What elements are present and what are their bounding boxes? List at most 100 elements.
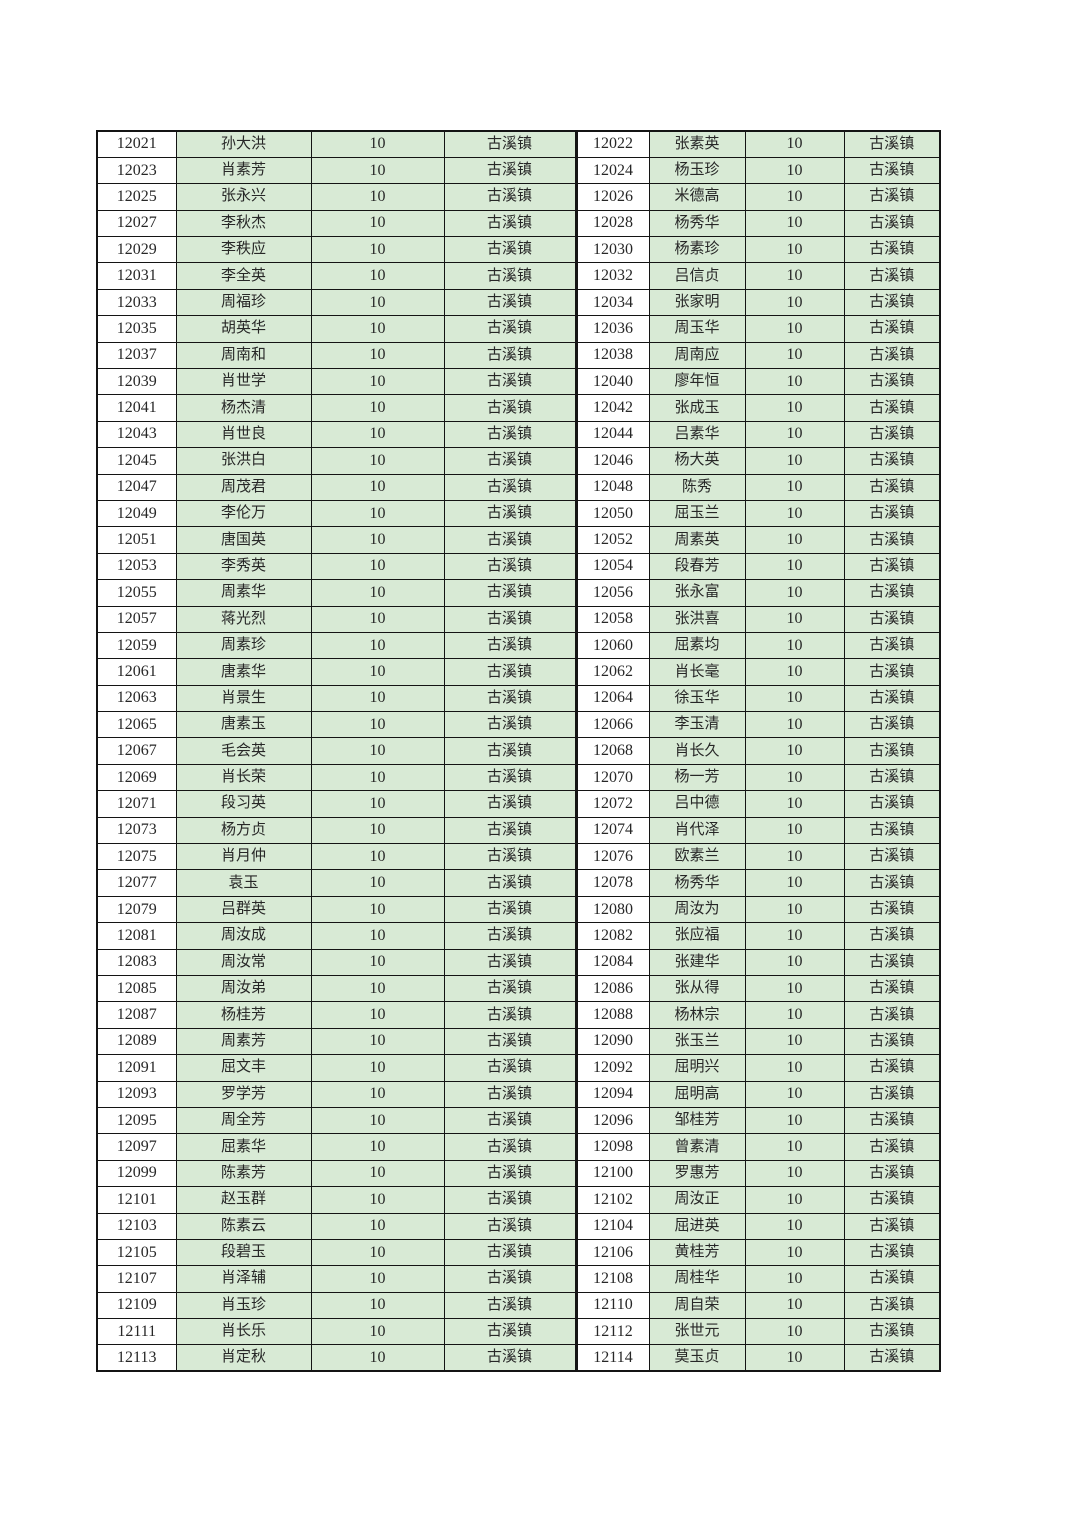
value-cell: 10 — [310, 552, 445, 581]
town-cell: 古溪镇 — [843, 315, 941, 343]
value-cell: 10 — [744, 711, 845, 739]
town-cell: 古溪镇 — [443, 895, 577, 924]
id-cell: 12041 — [96, 394, 177, 422]
table-row: 12107 肖泽辅 10 古溪镇 12108 周桂华 10 古溪镇 — [96, 1265, 941, 1293]
table-row: 12035 胡英华 10 古溪镇 12036 周玉华 10 古溪镇 — [96, 315, 941, 343]
town-cell: 古溪镇 — [843, 130, 941, 158]
id-cell: 12076 — [574, 843, 650, 871]
roster-body: 12021 孙大洪 10 古溪镇 12022 张素英 10 古溪镇 12023 肖素芳 10 古溪镇 1… — [96, 130, 941, 1372]
name-cell: 胡英华 — [175, 315, 312, 343]
name-cell: 肖长毫 — [648, 658, 746, 686]
name-cell: 周玉华 — [648, 315, 746, 343]
value-cell: 10 — [310, 1344, 445, 1372]
value-cell: 10 — [310, 1318, 445, 1346]
value-cell: 10 — [310, 737, 445, 765]
town-cell: 古溪镇 — [443, 156, 577, 185]
name-cell: 周南和 — [175, 341, 312, 370]
table-row: 12091 屈文丰 10 古溪镇 12092 屈明兴 10 古溪镇 — [96, 1054, 941, 1082]
town-cell: 古溪镇 — [443, 843, 577, 871]
value-cell: 10 — [310, 420, 445, 449]
table-row: 12067 毛会英 10 古溪镇 12068 肖长久 10 古溪镇 — [96, 737, 941, 765]
table-row: 12097 屈素华 10 古溪镇 12098 曾素清 10 古溪镇 — [96, 1133, 941, 1161]
name-cell: 张永富 — [648, 579, 746, 607]
name-cell: 肖长荣 — [175, 763, 312, 792]
name-cell: 李伦万 — [175, 499, 312, 528]
value-cell: 10 — [744, 869, 845, 897]
town-cell: 古溪镇 — [843, 869, 941, 897]
id-cell: 12094 — [574, 1080, 650, 1108]
town-cell: 古溪镇 — [443, 869, 577, 897]
town-cell: 古溪镇 — [843, 737, 941, 765]
town-cell: 古溪镇 — [443, 684, 577, 713]
id-cell: 12067 — [96, 737, 177, 765]
value-cell: 10 — [310, 1133, 445, 1161]
name-cell: 肖长久 — [648, 737, 746, 765]
name-cell: 李全英 — [175, 262, 312, 290]
table-row: 12025 张永兴 10 古溪镇 12026 米德高 10 古溪镇 — [96, 183, 941, 211]
table-row: 12089 周素芳 10 古溪镇 12090 张玉兰 10 古溪镇 — [96, 1027, 941, 1056]
value-cell: 10 — [310, 895, 445, 924]
value-cell: 10 — [744, 763, 845, 792]
id-cell: 12109 — [96, 1291, 177, 1320]
name-cell: 周全芳 — [175, 1106, 312, 1135]
id-cell: 12074 — [574, 816, 650, 845]
town-cell: 古溪镇 — [843, 526, 941, 554]
value-cell: 10 — [744, 1186, 845, 1214]
town-cell: 古溪镇 — [443, 1238, 577, 1267]
town-cell: 古溪镇 — [843, 605, 941, 633]
id-cell: 12083 — [96, 948, 177, 977]
id-cell: 12106 — [574, 1238, 650, 1267]
value-cell: 10 — [744, 526, 845, 554]
name-cell: 陈素云 — [175, 1212, 312, 1240]
roster-table: 12021 孙大洪 10 古溪镇 12022 张素英 10 古溪镇 12023 肖素芳 10 古溪镇 1… — [96, 130, 941, 1373]
town-cell: 古溪镇 — [843, 684, 941, 713]
town-cell: 古溪镇 — [843, 843, 941, 871]
name-cell: 肖长乐 — [175, 1318, 312, 1346]
value-cell: 10 — [744, 1054, 845, 1082]
id-cell: 12101 — [96, 1186, 177, 1214]
name-cell: 周汝成 — [175, 922, 312, 950]
name-cell: 周素华 — [175, 579, 312, 607]
table-row: 12071 段习英 10 古溪镇 12072 吕中德 10 古溪镇 — [96, 790, 941, 818]
town-cell: 古溪镇 — [843, 1133, 941, 1161]
town-cell: 古溪镇 — [443, 1186, 577, 1214]
value-cell: 10 — [744, 1080, 845, 1108]
town-cell: 古溪镇 — [843, 816, 941, 845]
value-cell: 10 — [310, 183, 445, 211]
value-cell: 10 — [744, 288, 845, 317]
name-cell: 莫玉贞 — [648, 1344, 746, 1372]
id-cell: 12063 — [96, 684, 177, 713]
id-cell: 12034 — [574, 288, 650, 317]
town-cell: 古溪镇 — [443, 737, 577, 765]
town-cell: 古溪镇 — [443, 394, 577, 422]
town-cell: 古溪镇 — [843, 711, 941, 739]
id-cell: 12060 — [574, 631, 650, 660]
table-row: 12111 肖长乐 10 古溪镇 12112 张世元 10 古溪镇 — [96, 1318, 941, 1346]
id-cell: 12023 — [96, 156, 177, 185]
id-cell: 12075 — [96, 843, 177, 871]
name-cell: 杨方贞 — [175, 816, 312, 845]
name-cell: 肖世良 — [175, 420, 312, 449]
name-cell: 李玉清 — [648, 711, 746, 739]
table-row: 12051 唐国英 10 古溪镇 12052 周素英 10 古溪镇 — [96, 526, 941, 554]
table-row: 12043 肖世良 10 古溪镇 12044 吕素华 10 古溪镇 — [96, 420, 941, 449]
name-cell: 张建华 — [648, 948, 746, 977]
town-cell: 古溪镇 — [843, 394, 941, 422]
id-cell: 12100 — [574, 1159, 650, 1188]
town-cell: 古溪镇 — [843, 341, 941, 370]
town-cell: 古溪镇 — [443, 288, 577, 317]
value-cell: 10 — [310, 236, 445, 264]
id-cell: 12049 — [96, 499, 177, 528]
town-cell: 古溪镇 — [843, 1106, 941, 1135]
value-cell: 10 — [310, 130, 445, 158]
name-cell: 段春芳 — [648, 552, 746, 581]
town-cell: 古溪镇 — [843, 1054, 941, 1082]
table-row: 12049 李伦万 10 古溪镇 12050 屈玉兰 10 古溪镇 — [96, 499, 941, 528]
id-cell: 12046 — [574, 447, 650, 475]
name-cell: 曾素清 — [648, 1133, 746, 1161]
value-cell: 10 — [310, 605, 445, 633]
town-cell: 古溪镇 — [843, 1027, 941, 1056]
id-cell: 12036 — [574, 315, 650, 343]
id-cell: 12114 — [574, 1344, 650, 1372]
value-cell: 10 — [310, 816, 445, 845]
